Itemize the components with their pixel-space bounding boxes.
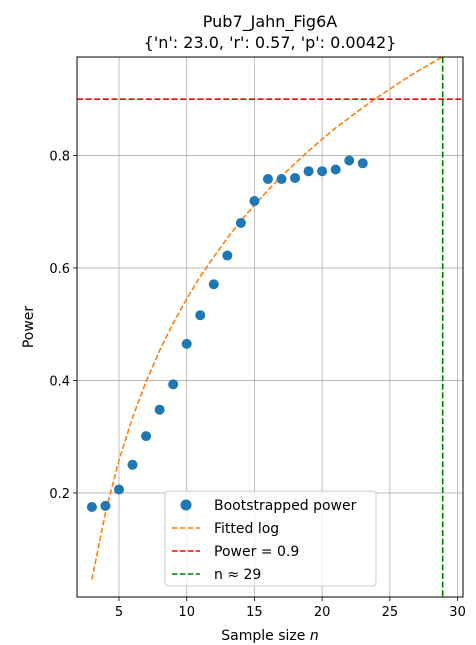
chart-subtitle: {'n': 23.0, 'r': 0.57, 'p': 0.0042}: [144, 33, 397, 52]
x-tick-label-5: 5: [115, 605, 123, 620]
bootstrapped-point-14: [236, 218, 246, 228]
legend-label-bootstrapped: Bootstrapped power: [214, 498, 357, 514]
legend-label-fitted-log: Fitted log: [214, 521, 279, 537]
bootstrapped-point-15: [249, 196, 259, 206]
bootstrapped-point-7: [141, 431, 151, 441]
x-tick-label-25: 25: [382, 605, 399, 620]
bootstrapped-point-12: [209, 279, 219, 289]
x-tick-label-20: 20: [314, 605, 331, 620]
bootstrapped-point-6: [128, 460, 138, 470]
bootstrapped-point-13: [222, 251, 232, 261]
y-tick-label-0.2: 0.2: [49, 487, 70, 502]
x-tick-label-15: 15: [246, 605, 263, 620]
legend: Bootstrapped power Fitted log Power = 0.…: [165, 491, 376, 586]
legend-marker-bootstrapped: [181, 500, 192, 511]
x-tick-label-10: 10: [178, 605, 195, 620]
y-tick-label-0.4: 0.4: [49, 374, 70, 389]
legend-label-n-line: n ≈ 29: [214, 567, 261, 583]
x-axis-label: Sample size: [221, 628, 305, 644]
bootstrapped-point-18: [290, 173, 300, 183]
bootstrapped-point-10: [182, 339, 192, 349]
bootstrapped-point-9: [168, 379, 178, 389]
bootstrapped-point-11: [195, 310, 205, 320]
legend-label-power-threshold: Power = 0.9: [214, 544, 299, 560]
bootstrapped-point-8: [155, 405, 165, 415]
bootstrapped-point-5: [114, 485, 124, 495]
x-axis-title: Sample size n: [221, 628, 318, 644]
x-tick-label-30: 30: [449, 605, 466, 620]
chart-title: Pub7_Jahn_Fig6A: [203, 12, 337, 32]
bootstrapped-point-20: [317, 166, 327, 176]
bootstrapped-point-22: [344, 156, 354, 166]
bootstrapped-point-16: [263, 174, 273, 184]
y-axis-title: Power: [21, 306, 37, 349]
bootstrapped-point-17: [277, 174, 287, 184]
bootstrapped-point-21: [331, 165, 341, 175]
bootstrapped-point-3: [87, 502, 97, 512]
x-axis-variable: n: [310, 628, 319, 644]
bootstrapped-point-19: [304, 166, 314, 176]
bootstrapped-point-23: [358, 158, 368, 168]
y-tick-label-0.6: 0.6: [49, 262, 70, 277]
y-tick-label-0.8: 0.8: [49, 149, 70, 164]
bootstrapped-point-4: [100, 501, 110, 511]
